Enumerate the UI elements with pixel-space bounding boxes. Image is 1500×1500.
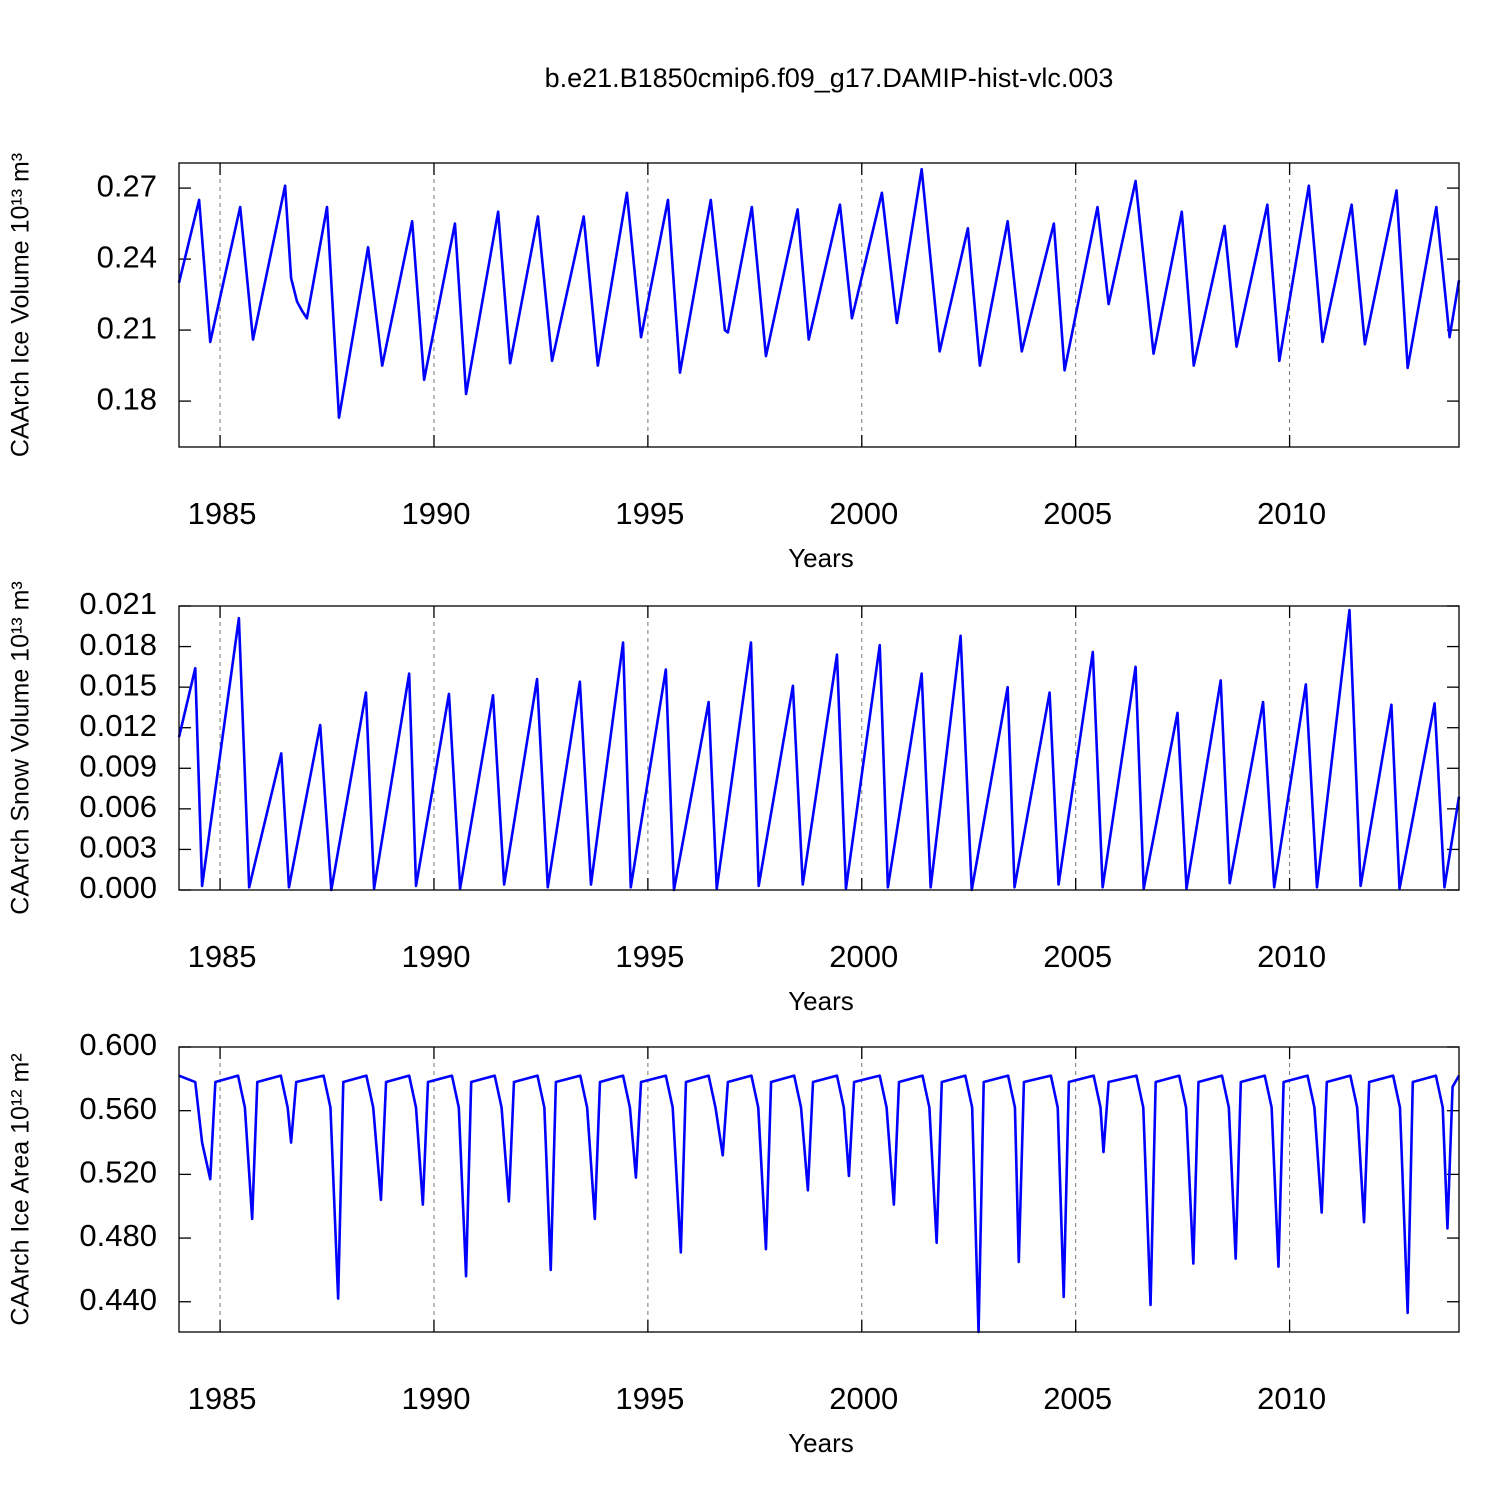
x-tick-label: 1985 (188, 939, 257, 974)
y-tick-label: 0.018 (79, 627, 157, 662)
y-tick-label: 0.006 (79, 789, 157, 824)
x-tick-label: 1990 (401, 939, 470, 974)
y-tick-label: 0.012 (79, 708, 157, 743)
y-tick-label: 0.560 (79, 1091, 157, 1126)
x-tick-label: 1990 (401, 496, 470, 531)
data-line (177, 608, 1461, 892)
x-tick-label: 2005 (1043, 496, 1112, 531)
plot-frame (178, 162, 1460, 448)
y-tick-label: 0.480 (79, 1218, 157, 1253)
x-tick-label: 2010 (1257, 496, 1326, 531)
x-tick-label: 2010 (1257, 939, 1326, 974)
y-tick-label: 0.440 (79, 1282, 157, 1317)
x-axis-label: Years (788, 1428, 854, 1458)
x-tick-label: 2000 (829, 1381, 898, 1416)
y-tick-label: 0.015 (79, 667, 157, 702)
x-tick-label: 2010 (1257, 1381, 1326, 1416)
x-tick-label: 2000 (829, 939, 898, 974)
x-tick-label: 2000 (829, 496, 898, 531)
x-axis-label: Years (788, 986, 854, 1016)
y-tick-label: 0.18 (97, 381, 157, 416)
data-line (177, 167, 1461, 419)
x-tick-label: 1995 (615, 939, 684, 974)
y-axis-label: CAArch Ice Volume 10¹³ m³ (7, 153, 35, 457)
y-tick-label: 0.600 (79, 1027, 157, 1062)
plot-frame (178, 1046, 1460, 1333)
y-tick-label: 0.009 (79, 748, 157, 783)
plot-frame (178, 605, 1460, 891)
x-tick-label: 1985 (188, 496, 257, 531)
y-tick-label: 0.021 (79, 586, 157, 621)
data-line (178, 1074, 1461, 1334)
x-tick-label: 2005 (1043, 1381, 1112, 1416)
x-tick-label: 1995 (615, 1381, 684, 1416)
x-tick-label: 1995 (615, 496, 684, 531)
chart-title: b.e21.B1850cmip6.f09_g17.DAMIP-hist-vlc.… (545, 63, 1114, 93)
y-tick-label: 0.24 (97, 239, 157, 274)
y-tick-label: 0.27 (97, 168, 157, 203)
x-tick-label: 2005 (1043, 939, 1112, 974)
y-tick-label: 0.000 (79, 870, 157, 905)
y-axis-label: CAArch Ice Area 10¹² m² (7, 1053, 35, 1325)
y-tick-label: 0.21 (97, 310, 157, 345)
x-axis-label: Years (788, 543, 854, 573)
y-tick-label: 0.003 (79, 830, 157, 865)
x-tick-label: 1985 (188, 1381, 257, 1416)
x-tick-label: 1990 (401, 1381, 470, 1416)
y-tick-label: 0.520 (79, 1155, 157, 1190)
y-axis-label: CAArch Snow Volume 10¹³ m³ (7, 581, 35, 914)
